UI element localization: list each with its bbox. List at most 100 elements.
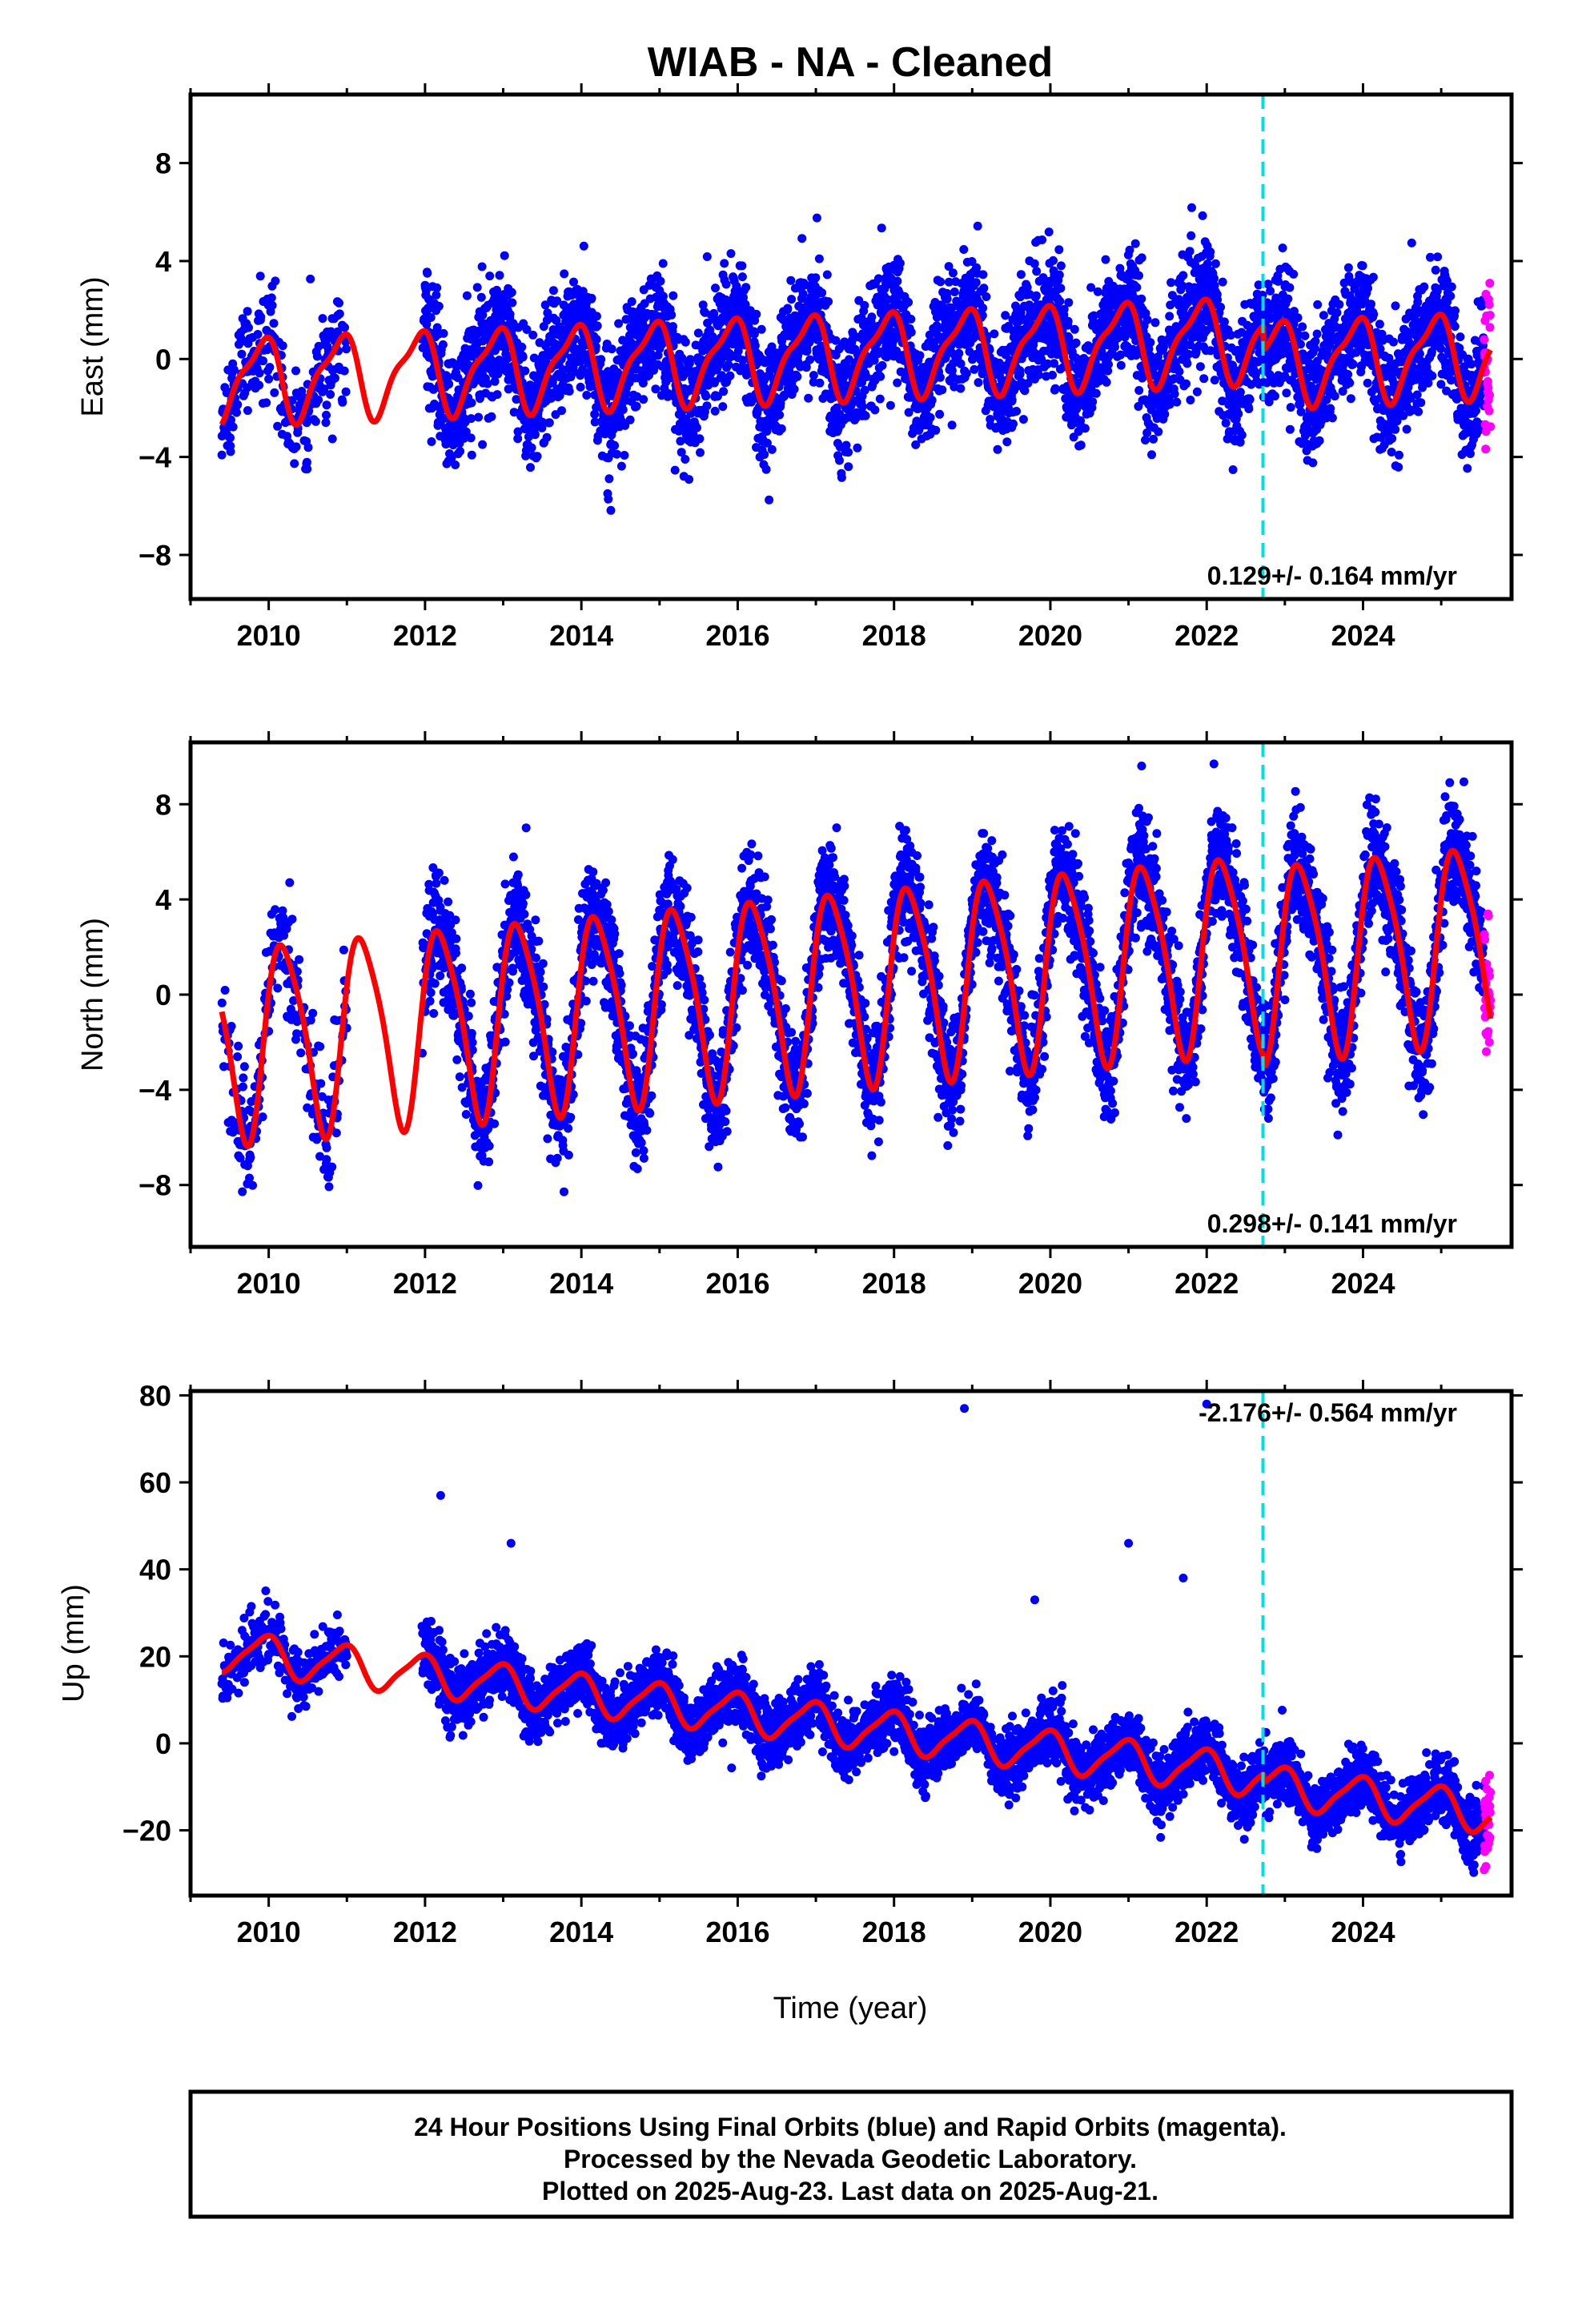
final-orbit-point bbox=[741, 283, 751, 292]
final-orbit-point bbox=[582, 391, 592, 400]
final-orbit-point bbox=[303, 464, 312, 474]
final-orbit-point bbox=[447, 453, 456, 463]
final-orbit-point bbox=[1050, 384, 1060, 393]
final-orbit-point bbox=[522, 325, 532, 334]
final-orbit-point bbox=[1002, 437, 1012, 447]
final-orbit-point bbox=[1147, 450, 1156, 460]
final-orbit-point bbox=[1402, 424, 1411, 434]
final-orbit-point bbox=[1221, 418, 1231, 428]
final-orbit-point bbox=[1358, 261, 1367, 271]
final-orbit-point bbox=[1308, 458, 1318, 468]
final-orbit-point bbox=[1016, 270, 1026, 279]
final-orbit-point bbox=[340, 323, 349, 332]
final-orbit-point bbox=[1391, 424, 1400, 434]
final-orbit-point bbox=[596, 355, 606, 364]
final-orbit-point bbox=[1394, 462, 1403, 472]
final-orbit-point bbox=[267, 293, 276, 303]
final-orbit-point bbox=[844, 448, 853, 457]
final-orbit-point bbox=[1198, 211, 1207, 220]
final-orbit-point bbox=[1311, 336, 1320, 346]
final-orbit-point bbox=[676, 436, 685, 446]
final-orbit-point bbox=[434, 301, 444, 311]
final-orbit-point bbox=[1055, 296, 1065, 306]
final-orbit-point bbox=[287, 396, 297, 405]
final-orbit-point bbox=[1363, 378, 1372, 388]
final-orbit-point bbox=[726, 249, 736, 259]
final-orbit-point bbox=[476, 292, 486, 302]
final-orbit-point bbox=[331, 373, 339, 383]
final-orbit-point bbox=[528, 330, 538, 340]
final-orbit-point bbox=[1071, 338, 1081, 348]
final-orbit-point bbox=[669, 291, 678, 300]
final-orbit-point bbox=[427, 437, 436, 446]
final-orbit-point bbox=[1192, 387, 1202, 396]
final-orbit-point bbox=[713, 392, 722, 401]
final-orbit-point bbox=[478, 310, 488, 320]
final-orbit-point bbox=[576, 382, 585, 392]
final-orbit-point bbox=[1206, 247, 1215, 256]
final-orbit-point bbox=[1142, 315, 1152, 324]
final-orbit-point bbox=[853, 443, 862, 452]
final-orbit-point bbox=[590, 417, 600, 427]
final-orbit-point bbox=[1412, 390, 1422, 400]
final-orbit-point bbox=[1149, 434, 1158, 444]
final-orbit-point bbox=[432, 290, 441, 300]
final-orbit-point bbox=[1375, 320, 1384, 329]
final-orbit-point bbox=[1070, 324, 1079, 334]
final-orbit-point bbox=[590, 409, 600, 419]
final-orbit-point bbox=[548, 286, 558, 296]
final-orbit-point bbox=[978, 304, 988, 313]
final-orbit-point bbox=[1348, 360, 1358, 369]
final-orbit-point bbox=[1228, 465, 1238, 474]
east-panel: 2010 2012 2014 2016 2018 2020 2022 2024−8−4048E… bbox=[76, 83, 1523, 652]
final-orbit-point bbox=[893, 276, 902, 286]
final-orbit-point bbox=[935, 409, 945, 419]
final-orbit-point bbox=[1389, 337, 1398, 347]
final-orbit-point bbox=[432, 323, 442, 332]
final-orbit-point bbox=[817, 288, 827, 298]
final-orbit-point bbox=[659, 292, 668, 301]
final-orbit-point bbox=[685, 355, 695, 364]
final-orbit-point bbox=[1101, 255, 1110, 264]
final-orbit-point bbox=[587, 293, 596, 303]
final-orbit-point bbox=[509, 408, 519, 417]
final-orbit-point bbox=[616, 461, 626, 471]
final-orbit-point bbox=[1154, 427, 1163, 436]
final-orbit-point bbox=[1416, 398, 1426, 408]
final-orbit-point bbox=[959, 245, 969, 254]
final-orbit-point bbox=[625, 415, 635, 424]
final-orbit-point bbox=[761, 464, 771, 474]
final-orbit-point bbox=[1332, 308, 1342, 317]
final-orbit-point bbox=[592, 312, 601, 321]
final-orbit-point bbox=[1182, 359, 1192, 368]
final-orbit-point bbox=[1170, 389, 1179, 399]
final-orbit-point bbox=[982, 292, 991, 301]
final-orbit-point bbox=[973, 221, 982, 231]
final-orbit-point bbox=[259, 356, 268, 366]
final-orbit-point bbox=[540, 300, 550, 310]
final-orbit-point bbox=[1185, 247, 1195, 256]
final-orbit-point bbox=[467, 450, 476, 460]
final-orbit-point bbox=[1346, 394, 1355, 404]
final-orbit-point bbox=[233, 400, 243, 409]
final-orbit-point bbox=[805, 355, 815, 364]
final-orbit-point bbox=[1369, 310, 1379, 319]
final-orbit-point bbox=[270, 388, 279, 397]
final-orbit-point bbox=[1049, 255, 1058, 265]
final-orbit-point bbox=[530, 430, 540, 440]
final-orbit-point bbox=[1001, 311, 1010, 320]
final-orbit-point bbox=[338, 397, 347, 407]
final-orbit-point bbox=[1283, 294, 1293, 304]
final-orbit-point bbox=[265, 363, 275, 372]
final-orbit-point bbox=[269, 319, 279, 328]
final-orbit-point bbox=[737, 261, 747, 271]
final-orbit-point bbox=[335, 309, 344, 319]
final-orbit-point bbox=[490, 376, 500, 386]
final-orbit-point bbox=[271, 276, 280, 286]
final-orbit-point bbox=[291, 366, 300, 376]
final-orbit-point bbox=[698, 300, 708, 310]
final-orbit-point bbox=[1245, 395, 1255, 404]
final-orbit-point bbox=[620, 420, 630, 430]
final-orbit-point bbox=[962, 368, 971, 378]
final-orbit-point bbox=[1395, 450, 1403, 460]
